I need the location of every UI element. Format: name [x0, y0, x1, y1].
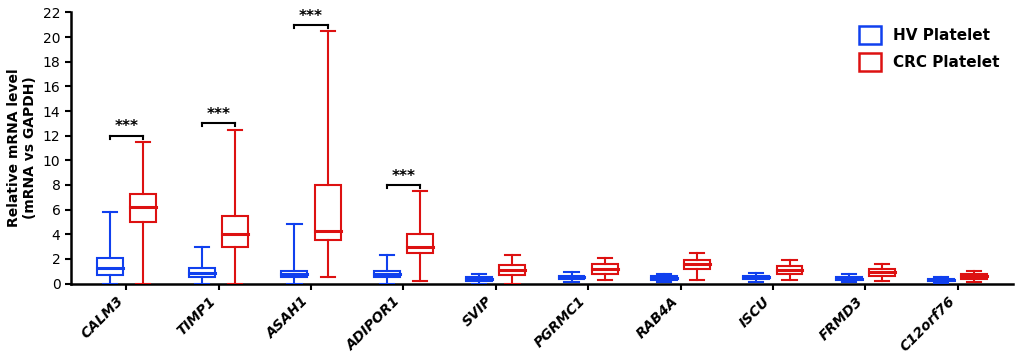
Bar — [684, 260, 709, 269]
Bar — [281, 271, 307, 277]
Text: ***: *** — [207, 107, 230, 122]
Bar — [407, 234, 432, 253]
Text: ***: *** — [114, 119, 139, 134]
Legend: HV Platelet, CRC Platelet: HV Platelet, CRC Platelet — [852, 20, 1005, 77]
Bar — [97, 258, 122, 275]
Bar — [189, 268, 215, 277]
Bar — [868, 269, 894, 276]
Bar — [591, 265, 618, 274]
Bar — [558, 275, 584, 279]
Bar — [927, 279, 953, 281]
Bar — [499, 265, 525, 275]
Bar — [315, 185, 340, 240]
Bar — [222, 216, 248, 247]
Bar — [374, 271, 399, 277]
Bar — [743, 275, 768, 279]
Bar — [960, 274, 986, 279]
Y-axis label: Relative mRNA level
(mRNA vs GAPDH): Relative mRNA level (mRNA vs GAPDH) — [7, 69, 37, 227]
Bar — [650, 276, 677, 280]
Text: ***: *** — [391, 169, 415, 184]
Bar — [775, 266, 802, 274]
Text: ***: *** — [299, 9, 323, 23]
Bar — [835, 277, 861, 280]
Bar — [466, 277, 491, 281]
Bar — [129, 193, 156, 222]
